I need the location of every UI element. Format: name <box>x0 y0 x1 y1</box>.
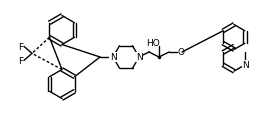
Text: N: N <box>136 53 142 62</box>
Text: F: F <box>18 56 24 65</box>
Text: F: F <box>18 43 24 51</box>
Text: N: N <box>242 61 249 70</box>
Text: N: N <box>110 53 116 62</box>
Text: O: O <box>177 48 184 57</box>
Text: HO: HO <box>146 39 160 48</box>
